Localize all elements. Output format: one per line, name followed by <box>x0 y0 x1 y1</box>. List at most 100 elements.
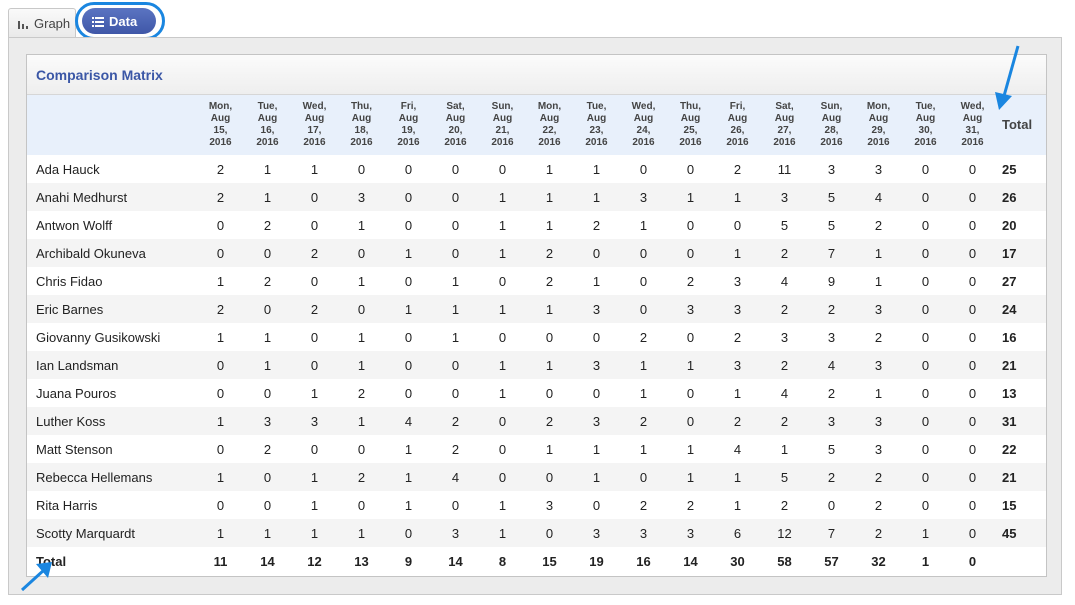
table-cell: 1 <box>545 441 554 457</box>
table-cell: 0 <box>451 189 460 205</box>
table-cell: 2 <box>263 217 272 233</box>
column-header-date-line: 2016 <box>726 137 749 148</box>
column-header-date: Tue, Aug 23, 2016 <box>573 95 620 155</box>
table-cell: 2 <box>733 413 742 429</box>
table-row: Chris Fidao 1 2 0 1 0 1 0 2 1 0 2 3 4 9 1 0 0 27 <box>27 267 1046 295</box>
column-header-date-line: 21, <box>495 125 510 136</box>
column-header-date-line: Sat, <box>446 101 465 112</box>
total-cell: 19 <box>589 553 604 569</box>
column-header-date-line: Aug <box>868 113 889 124</box>
column-header-date-line: 24, <box>636 125 651 136</box>
table-cell: 1 <box>451 273 460 289</box>
row-name: Ada Hauck <box>36 161 100 177</box>
table-cell: 2 <box>357 469 366 485</box>
table-cell: 2 <box>780 245 789 261</box>
table-cell: 0 <box>921 329 930 345</box>
column-header-date-line: 2016 <box>350 137 373 148</box>
column-header-date: Mon, Aug 29, 2016 <box>855 95 902 155</box>
tab-graph[interactable]: Graph <box>8 8 76 38</box>
table-row: Antwon Wolff 0 2 0 1 0 0 1 1 2 1 0 0 5 5 2 0 0 20 <box>27 211 1046 239</box>
table-cell: 0 <box>498 273 507 289</box>
table-cell: 1 <box>498 189 507 205</box>
table-cell: 0 <box>968 357 977 373</box>
table-cell: 2 <box>451 441 460 457</box>
table-cell: 1 <box>686 469 695 485</box>
table-cell: 0 <box>686 329 695 345</box>
table-cell: 1 <box>592 273 601 289</box>
table-cell: 1 <box>404 469 413 485</box>
table-cell: 0 <box>968 329 977 345</box>
table-cell: 2 <box>545 273 554 289</box>
row-name: Archibald Okuneva <box>36 245 146 261</box>
table-cell: 0 <box>357 497 366 513</box>
column-header-date: Mon, Aug 15, 2016 <box>197 95 244 155</box>
column-header-date-line: Aug <box>445 113 466 124</box>
table-cell: 1 <box>545 217 554 233</box>
table-cell: 1 <box>216 525 225 541</box>
table-cell: 0 <box>404 273 413 289</box>
row-name: Matt Stenson <box>36 441 113 457</box>
table-cell: 1 <box>263 329 272 345</box>
row-total: 45 <box>1002 525 1017 541</box>
table-cell: 0 <box>686 385 695 401</box>
table-cell: 0 <box>968 161 977 177</box>
table-cell: 0 <box>639 301 648 317</box>
table-cell: 1 <box>216 469 225 485</box>
column-header-date-line: 2016 <box>538 137 561 148</box>
total-cell: 8 <box>498 553 507 569</box>
column-header-date-line: 2016 <box>632 137 655 148</box>
table-cell: 1 <box>263 357 272 373</box>
table-cell: 0 <box>451 385 460 401</box>
table-cell: 0 <box>921 217 930 233</box>
table-cell: 3 <box>874 357 883 373</box>
column-header-date-line: Aug <box>680 113 701 124</box>
column-header-date-line: Aug <box>821 113 842 124</box>
table-cell: 1 <box>545 357 554 373</box>
table-cell: 1 <box>780 441 789 457</box>
column-header-date-line: 27, <box>777 125 792 136</box>
column-header-date: Tue, Aug 16, 2016 <box>244 95 291 155</box>
table-cell: 0 <box>686 245 695 261</box>
column-header-date: Thu, Aug 25, 2016 <box>667 95 714 155</box>
row-total: 15 <box>1002 497 1017 513</box>
tab-graph-label: Graph <box>34 16 71 31</box>
table-cell: 0 <box>968 301 977 317</box>
row-total: 22 <box>1002 441 1017 457</box>
column-header-date-line: Aug <box>774 113 795 124</box>
table-cell: 0 <box>216 245 225 261</box>
tab-data[interactable]: Data <box>82 8 156 34</box>
total-row-label: Total <box>36 553 67 569</box>
column-header-date-line: Tue, <box>257 101 278 112</box>
column-header-date-line: 18, <box>354 125 369 136</box>
table-cell: 1 <box>733 497 742 513</box>
table-cell: 12 <box>777 525 792 541</box>
table-cell: 0 <box>216 497 225 513</box>
table-cell: 0 <box>921 469 930 485</box>
column-header-date: Mon, Aug 22, 2016 <box>526 95 573 155</box>
column-header-date-line: Sun, <box>820 101 843 112</box>
table-cell: 4 <box>451 469 460 485</box>
table-cell: 1 <box>357 273 366 289</box>
table-cell: 1 <box>921 525 930 541</box>
table-cell: 2 <box>216 161 225 177</box>
column-header-date: Sun, Aug 28, 2016 <box>808 95 855 155</box>
table-cell: 3 <box>733 273 742 289</box>
table-cell: 3 <box>874 161 883 177</box>
table-cell: 1 <box>874 273 883 289</box>
table-cell: 2 <box>639 413 648 429</box>
total-cell: 14 <box>448 553 463 569</box>
comparison-matrix-table: Mon, Aug 15, 2016 Tue, Aug 16, 2016 Wed, Aug 17, 20… <box>27 95 1046 575</box>
column-header-date-line: 30, <box>918 125 933 136</box>
row-name: Eric Barnes <box>36 301 104 317</box>
table-row: Juana Pouros 0 0 1 2 0 0 1 0 0 1 0 1 4 2 1 0 0 13 <box>27 379 1046 407</box>
table-cell: 0 <box>639 469 648 485</box>
table-cell: 1 <box>639 217 648 233</box>
total-cell: 14 <box>683 553 698 569</box>
comparison-matrix-panel: Comparison Matrix Mon, Aug 15, 2016 Tue, Aug 1… <box>26 54 1047 577</box>
row-total: 20 <box>1002 217 1017 233</box>
column-header-date-line: 2016 <box>961 137 984 148</box>
column-header-date-line: 2016 <box>773 137 796 148</box>
table-cell: 1 <box>451 329 460 345</box>
row-name: Rebecca Hellemans <box>36 469 153 485</box>
